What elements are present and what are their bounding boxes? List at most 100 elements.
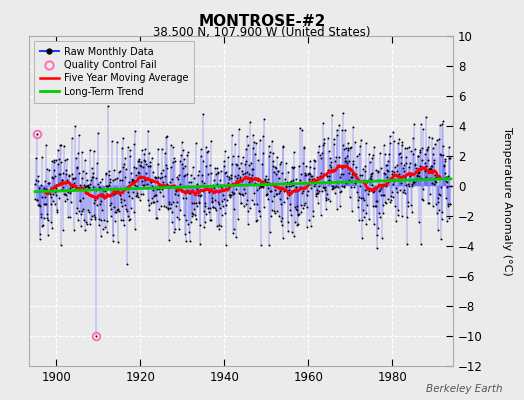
- Point: [241, 190, 249, 196]
- Point: [217, 184, 226, 191]
- Point: [49, 191, 57, 198]
- Point: [291, 176, 300, 182]
- Point: [108, 238, 117, 245]
- Point: [130, 209, 138, 215]
- Point: [123, 189, 132, 196]
- Point: [356, 143, 364, 150]
- Point: [356, 183, 365, 189]
- Point: [188, 210, 196, 216]
- Point: [402, 154, 410, 160]
- Point: [308, 178, 316, 184]
- Point: [245, 179, 253, 186]
- Point: [418, 156, 427, 163]
- Point: [189, 164, 197, 171]
- Point: [167, 164, 175, 170]
- Point: [180, 172, 189, 178]
- Point: [233, 216, 242, 222]
- Point: [249, 145, 257, 151]
- Point: [73, 164, 81, 170]
- Point: [156, 182, 164, 189]
- Point: [173, 192, 182, 198]
- Point: [296, 125, 304, 132]
- Point: [391, 203, 400, 210]
- Point: [64, 188, 72, 195]
- Point: [280, 188, 288, 194]
- Point: [329, 185, 337, 191]
- Point: [276, 161, 284, 167]
- Point: [214, 199, 222, 205]
- Point: [185, 189, 194, 195]
- Point: [239, 154, 247, 161]
- Point: [224, 186, 232, 192]
- Point: [31, 196, 40, 202]
- Point: [383, 167, 391, 173]
- Point: [88, 165, 96, 171]
- Point: [318, 174, 326, 180]
- Point: [369, 144, 378, 150]
- Point: [47, 157, 56, 164]
- Point: [372, 167, 380, 173]
- Point: [87, 216, 95, 222]
- Point: [416, 147, 424, 153]
- Point: [37, 214, 45, 220]
- Point: [351, 171, 359, 177]
- Point: [418, 196, 427, 202]
- Point: [97, 216, 105, 223]
- Point: [231, 180, 239, 187]
- Point: [147, 176, 156, 183]
- Point: [431, 171, 440, 178]
- Point: [48, 225, 57, 231]
- Point: [439, 152, 447, 158]
- Point: [43, 180, 52, 186]
- Point: [283, 179, 291, 186]
- Point: [409, 150, 417, 157]
- Point: [202, 144, 210, 150]
- Point: [267, 198, 276, 204]
- Point: [359, 177, 368, 184]
- Point: [38, 153, 46, 160]
- Point: [396, 187, 404, 193]
- Point: [165, 237, 173, 244]
- Point: [63, 187, 72, 193]
- Point: [305, 170, 313, 176]
- Point: [439, 143, 447, 149]
- Point: [140, 158, 149, 164]
- Point: [282, 195, 291, 202]
- Point: [298, 126, 306, 133]
- Point: [380, 198, 389, 205]
- Point: [51, 157, 60, 164]
- Point: [355, 217, 363, 223]
- Point: [106, 202, 114, 208]
- Point: [208, 195, 216, 202]
- Point: [81, 184, 90, 190]
- Point: [200, 180, 209, 186]
- Point: [227, 132, 236, 138]
- Point: [224, 180, 232, 186]
- Point: [162, 164, 171, 171]
- Point: [83, 177, 91, 184]
- Point: [110, 204, 118, 210]
- Point: [129, 141, 138, 148]
- Point: [402, 182, 410, 188]
- Point: [227, 192, 235, 198]
- Point: [233, 175, 241, 181]
- Point: [322, 195, 330, 201]
- Point: [409, 179, 418, 186]
- Point: [389, 181, 397, 187]
- Point: [421, 168, 430, 174]
- Point: [295, 211, 303, 218]
- Point: [64, 214, 73, 221]
- Point: [424, 133, 433, 140]
- Point: [135, 170, 144, 176]
- Point: [127, 170, 136, 176]
- Point: [424, 200, 433, 206]
- Point: [128, 194, 136, 201]
- Point: [370, 184, 379, 190]
- Point: [308, 176, 316, 182]
- Point: [358, 235, 366, 241]
- Point: [375, 210, 383, 216]
- Point: [99, 187, 107, 193]
- Point: [245, 171, 254, 178]
- Point: [444, 203, 452, 210]
- Point: [78, 174, 86, 181]
